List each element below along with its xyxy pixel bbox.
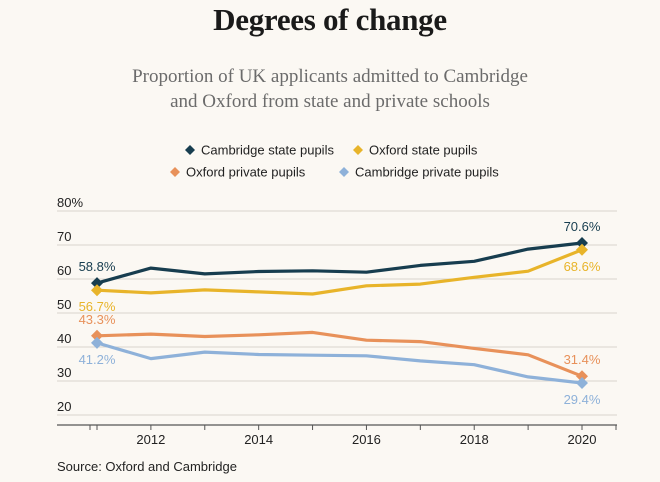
legend-label: Cambridge state pupils	[201, 143, 334, 158]
data-point-marker	[576, 377, 588, 390]
x-axis: 2012 2014 2016 2018 2020	[57, 424, 617, 447]
series-lines	[95, 241, 584, 385]
data-labels: 58.8% 70.6% 56.7% 68.6% 43.3% 31.4% 41.2% 29.4%	[79, 219, 601, 407]
y-tick-label: 60	[57, 263, 71, 278]
data-point-marker	[576, 236, 588, 249]
grid-lines	[57, 210, 617, 416]
data-label: 31.4%	[564, 352, 601, 367]
y-tick-label: 30	[57, 365, 71, 380]
legend-label: Oxford state pupils	[369, 143, 478, 158]
subtitle-line-1: Proportion of UK applicants admitted to …	[132, 66, 528, 87]
data-point-marker	[91, 336, 103, 349]
x-tick-label: 2016	[352, 432, 381, 447]
legend-marker-icon	[185, 145, 195, 155]
x-tick-label: 2020	[568, 432, 597, 447]
x-tick-label: 2012	[136, 432, 165, 447]
source-note: Source: Oxford and Cambridge	[57, 459, 237, 474]
legend-marker-icon	[339, 167, 349, 177]
y-tick-label: 20	[57, 399, 71, 414]
legend-marker-icon	[170, 167, 180, 177]
data-label: 29.4%	[564, 392, 601, 407]
series-line	[95, 341, 584, 385]
y-tick-label: 50	[57, 297, 71, 312]
y-tick-label: 80%	[57, 195, 83, 210]
data-point-marker	[91, 277, 103, 290]
series-markers	[91, 236, 588, 390]
data-point-marker	[576, 243, 588, 256]
y-tick-label: 70	[57, 229, 71, 244]
data-label: 43.3%	[79, 312, 116, 327]
data-point-marker	[91, 284, 103, 297]
legend-marker-icon	[353, 145, 363, 155]
legend-label: Cambridge private pupils	[355, 165, 499, 180]
series-line	[95, 241, 584, 285]
data-point-marker	[91, 329, 103, 342]
data-label: 58.8%	[79, 259, 116, 274]
chart-subtitle: Proportion of UK applicants admitted to …	[80, 64, 580, 114]
y-axis: 80% 70 60 50 40 30 20	[57, 195, 83, 414]
legend: Cambridge state pupils Oxford state pupil…	[170, 143, 499, 180]
y-tick-label: 40	[57, 331, 71, 346]
chart-title: Degrees of change	[213, 2, 447, 37]
subtitle-line-2: and Oxford from state and private school…	[170, 91, 490, 112]
data-point-marker	[576, 370, 588, 383]
data-label: 68.6%	[564, 259, 601, 274]
x-tick-label: 2018	[460, 432, 489, 447]
data-label: 70.6%	[564, 219, 601, 234]
series-line	[95, 330, 584, 378]
data-label: 41.2%	[79, 352, 116, 367]
x-tick-label: 2014	[244, 432, 273, 447]
series-line	[95, 248, 584, 296]
data-label: 56.7%	[79, 299, 116, 314]
legend-label: Oxford private pupils	[186, 165, 306, 180]
